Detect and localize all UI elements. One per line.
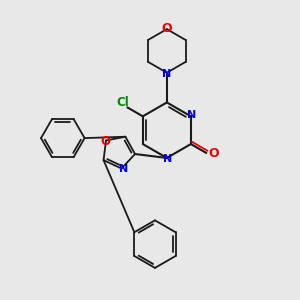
Text: O: O [161,22,172,34]
Text: N: N [187,110,196,120]
Text: N: N [163,154,172,164]
Text: Cl: Cl [116,96,129,109]
Text: O: O [100,135,110,148]
Text: N: N [119,164,128,173]
Text: N: N [162,69,172,79]
Text: O: O [208,148,219,160]
